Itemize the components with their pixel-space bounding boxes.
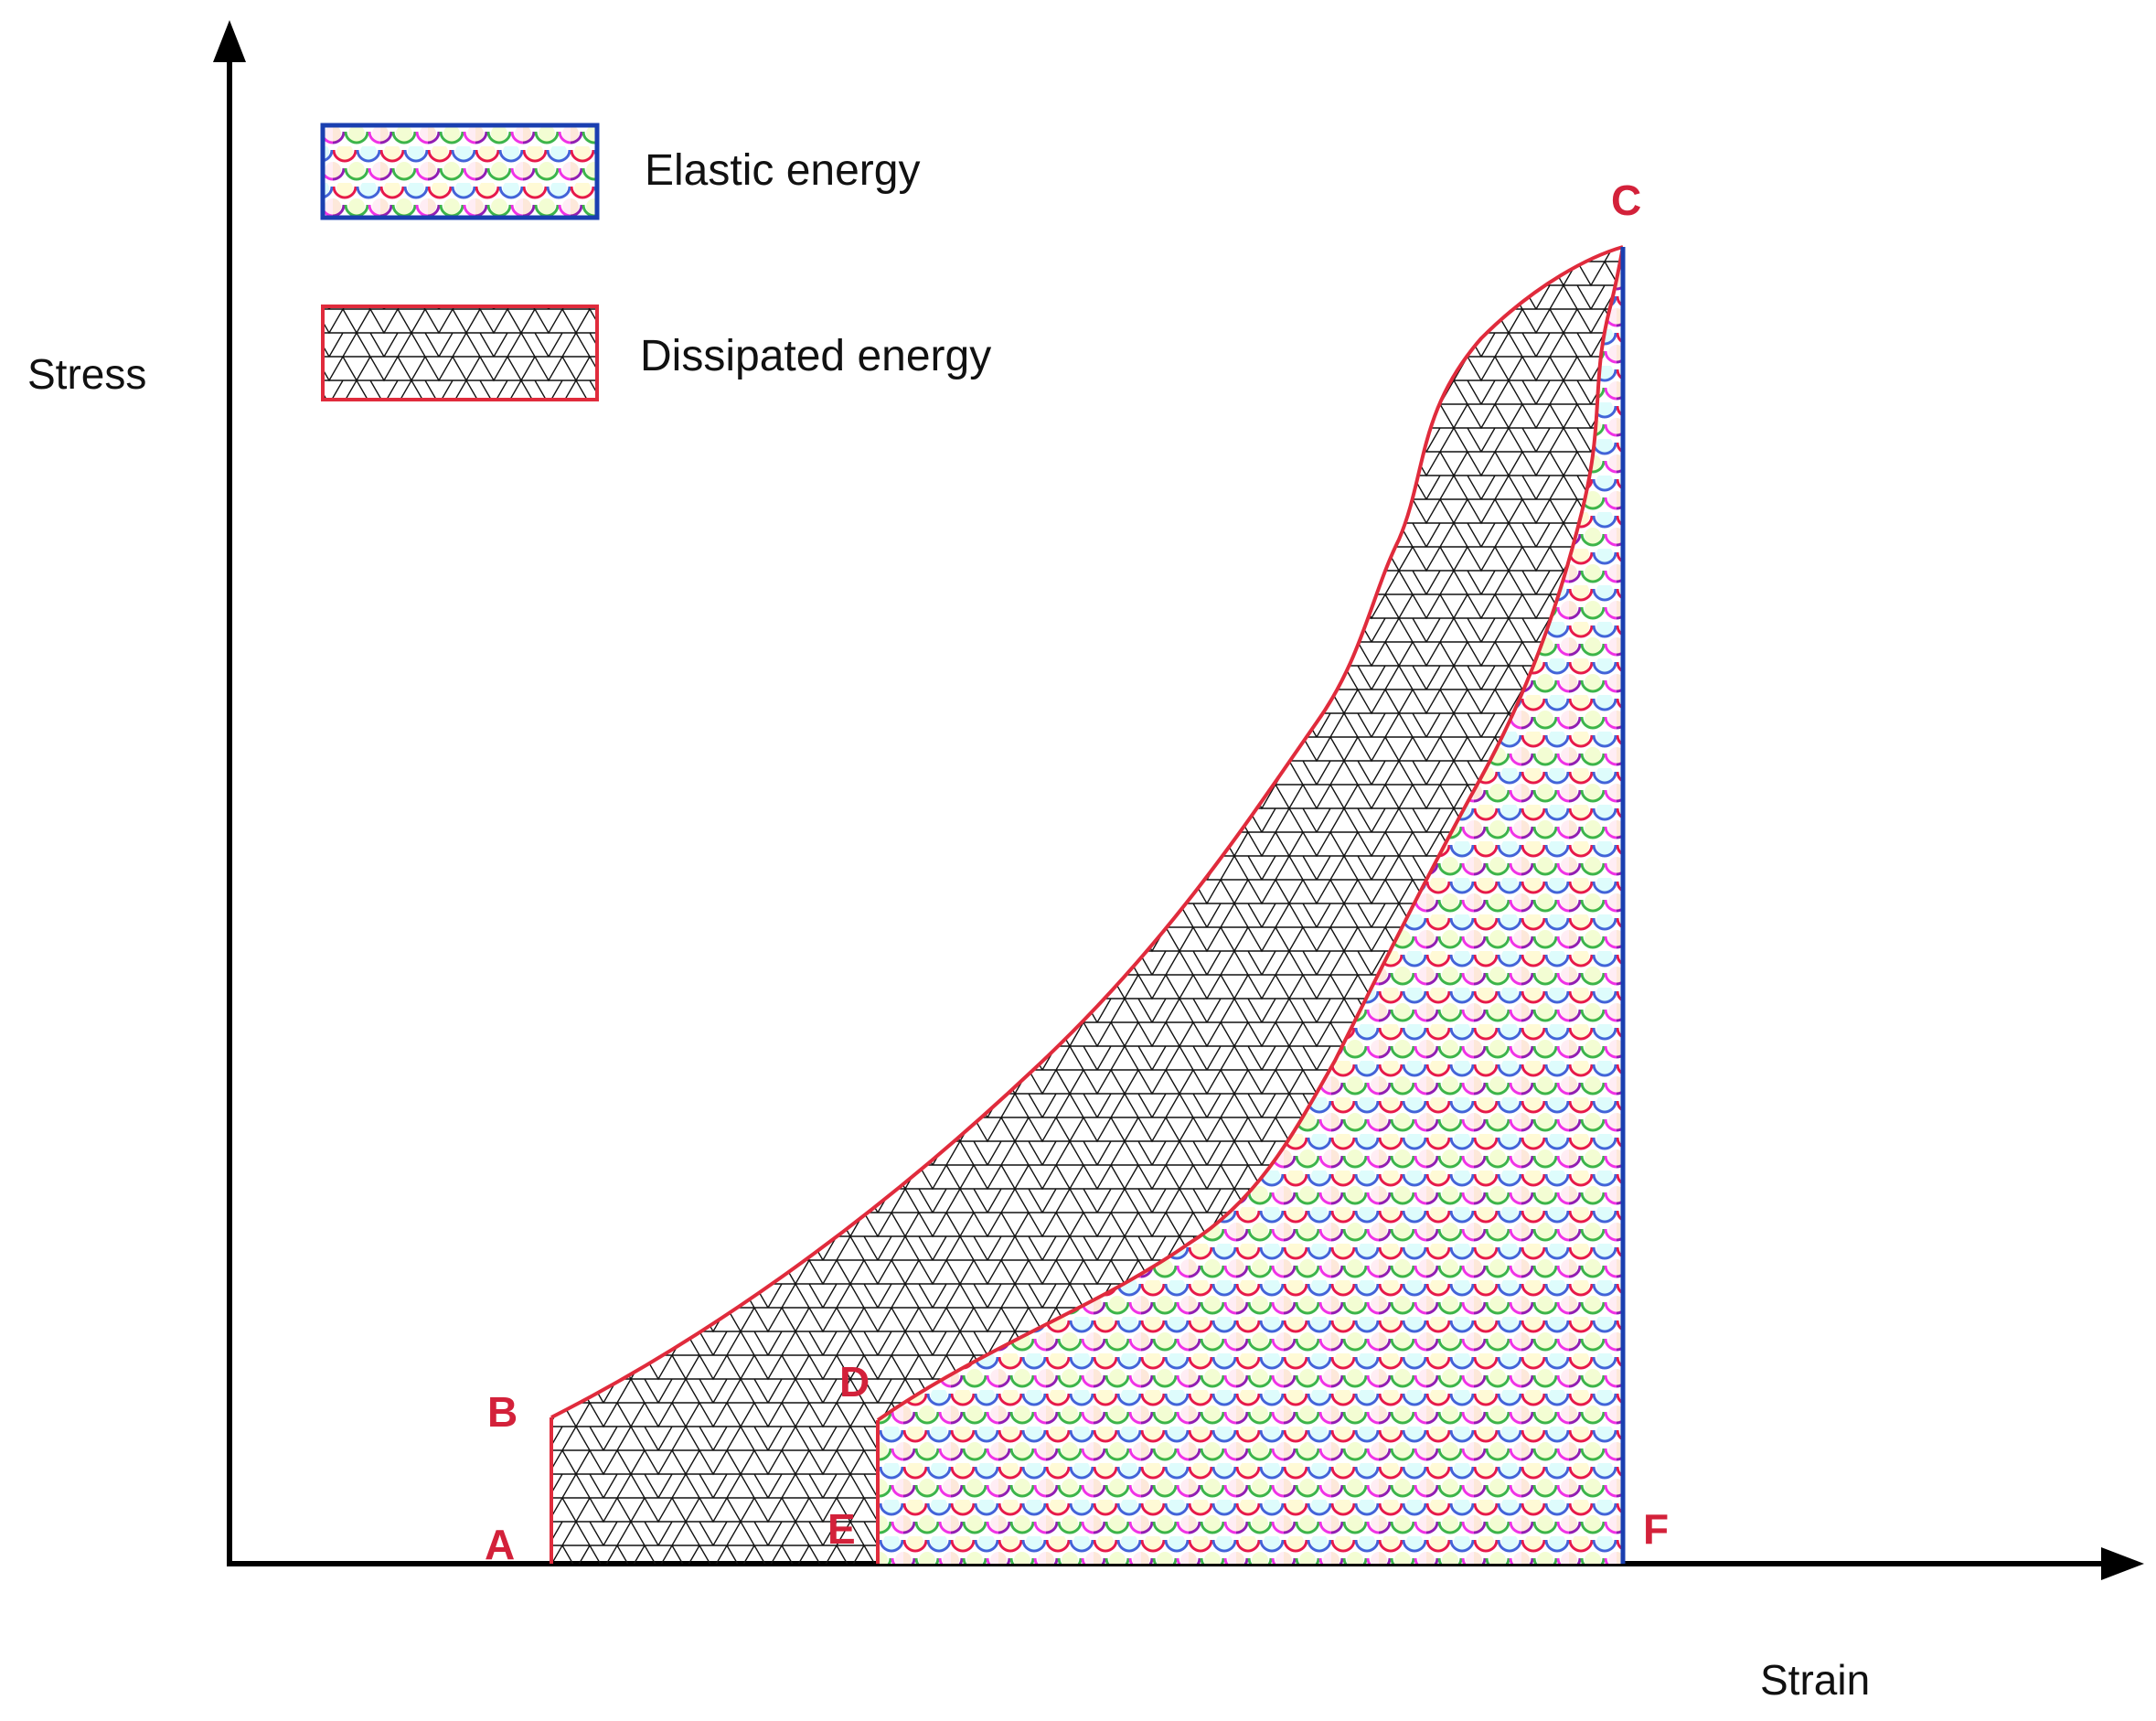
x-axis-arrow-icon (2101, 1547, 2144, 1580)
point-label-f: F (1643, 1505, 1669, 1553)
elastic-swatch-fill (323, 125, 597, 218)
elastic-energy-region (878, 247, 1623, 1564)
x-axis-label: Strain (1760, 1656, 1870, 1704)
legend-label-elastic: Elastic energy (645, 146, 920, 195)
point-label-d: D (839, 1358, 870, 1406)
loading-curve (550, 245, 1624, 1419)
legend-item-elastic: Elastic energy (320, 123, 920, 220)
legend-label-dissipated: Dissipated energy (640, 332, 991, 380)
legend: Elastic energy Dissipated energy (320, 123, 991, 401)
y-axis-label: Stress (27, 350, 146, 398)
point-labels: A B C D E F (485, 176, 1669, 1568)
dissipated-swatch-border (321, 305, 599, 401)
legend-item-dissipated: Dissipated energy (321, 305, 991, 401)
dissipated-swatch-fill (323, 306, 597, 400)
point-label-e: E (827, 1505, 856, 1553)
point-label-b: B (487, 1388, 518, 1436)
elastic-swatch-border (320, 123, 600, 220)
y-axis-arrow-icon (213, 20, 246, 62)
unloading-curve (876, 246, 1625, 1422)
curves (550, 245, 1626, 1564)
point-label-a: A (485, 1521, 515, 1568)
point-label-c: C (1611, 176, 1641, 224)
